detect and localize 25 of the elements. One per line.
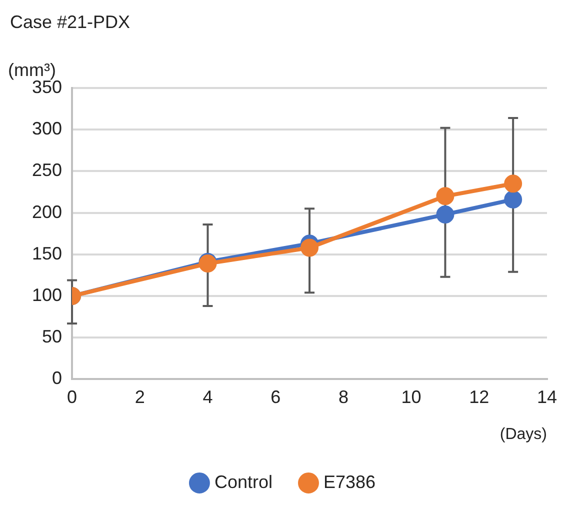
y-tick-label: 50	[42, 326, 62, 347]
y-tick-label: 150	[32, 243, 62, 264]
x-tick-label: 8	[338, 386, 348, 407]
x-tick-label: 12	[469, 386, 490, 407]
x-tick-label: 4	[202, 386, 213, 407]
x-axis-title: (Days)	[500, 426, 547, 443]
point	[300, 238, 319, 257]
legend-label: Control	[214, 472, 272, 492]
x-tick-label: 0	[67, 386, 78, 407]
point	[436, 187, 454, 206]
legend-label: E7386	[323, 472, 376, 492]
y-tick-label: 0	[52, 368, 62, 388]
x-tick-label: 2	[134, 386, 145, 407]
y-tick-label: 300	[32, 118, 62, 139]
chart-title: Case #21-PDX	[10, 12, 130, 33]
y-tick-label: 250	[32, 160, 62, 180]
y-tick-label: 100	[32, 284, 62, 305]
x-tick-label: 14	[536, 386, 558, 407]
y-tick-label: 200	[32, 202, 62, 222]
x-tick-label: 6	[270, 386, 281, 407]
y-axis-title: (mm³)	[8, 60, 56, 80]
point	[504, 190, 522, 208]
point	[504, 174, 522, 193]
x-tick-label: 10	[401, 386, 422, 407]
point	[436, 205, 454, 224]
